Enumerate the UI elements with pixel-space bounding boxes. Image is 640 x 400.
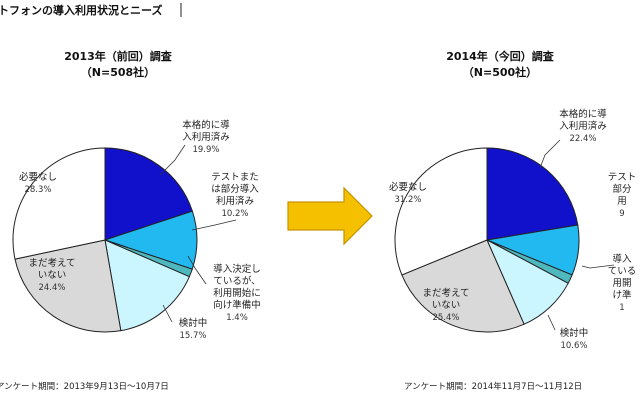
label-2013-partial-line-2: 利用済み (216, 195, 254, 207)
label-2014-full-line-0: 本格的に導 (559, 108, 607, 120)
label-2013-not_thought-line-0: まだ考えて (28, 258, 75, 269)
period-2013: アンケート期間：2013年9月13日〜10月7日 (0, 381, 169, 392)
label-2014-full: 本格的に導入利用済み 22.4% (559, 108, 607, 144)
label-2013-not_thought: まだ考えていない 24.4% (28, 258, 75, 293)
leader-2013-full (159, 144, 186, 176)
pie-2013-slice-full (104, 147, 193, 241)
pie-2014-slice-full (486, 147, 579, 241)
label-2014-not_needed: 必要なし 31.2% (389, 181, 427, 205)
label-2014-partial-line-0: テスト (608, 172, 637, 183)
label-2014-decided: 導入ている用開け準 1 (608, 253, 637, 313)
labels-2014: 本格的に導入利用済み 22.4% テスト部分用 9 導入ている用開け準 1 検討中 10.6%… (389, 108, 636, 351)
chart-2013-subtitle: （N=508社） (81, 65, 155, 79)
label-2014-partial-pct: 9 (619, 209, 624, 219)
label-2014-not_needed-line-0: 必要なし (389, 181, 427, 193)
chart-2013-title: 2013年（前回）調査 (64, 49, 172, 63)
label-2013-decided-pct: 1.4% (226, 313, 248, 323)
label-2014-decided-line-3: け準 (612, 289, 632, 301)
label-2013-partial-line-1: は部分導入 (211, 183, 259, 195)
pie-2013 (12, 147, 198, 333)
label-2014-not_thought-pct: 25.4% (432, 313, 459, 323)
label-2014-decided-line-2: 用開 (612, 278, 631, 289)
pie-2014-slice-not_thought (401, 239, 525, 333)
label-2013-not_needed: 必要なし 28.3% (19, 171, 57, 195)
page-title: トフォンの導入利用状況とニーズ (0, 3, 162, 17)
label-2014-decided-pct: 1 (619, 303, 624, 313)
label-2013-partial-pct: 10.2% (221, 209, 248, 219)
label-2013-not_needed-line-0: 必要なし (19, 171, 57, 183)
period-2014: アンケート期間：2014年11月7日〜11月12日 (404, 381, 582, 392)
label-2013-partial-line-0: テストまた (211, 172, 259, 183)
label-2013-decided-line-2: 利用開始に (213, 287, 261, 299)
label-2014-considering: 検討中 10.6% (560, 327, 589, 351)
label-2014-not_thought-line-1: いない (432, 300, 461, 311)
label-2014-decided-line-0: 導入 (612, 253, 632, 265)
label-2013-decided: 導入決定しているが、利用開始に向け準備中 1.4% (213, 263, 261, 323)
label-2014-considering-pct: 10.6% (560, 341, 587, 351)
leader-2014-full (539, 139, 561, 169)
label-2013-considering-line-0: 検討中 (179, 317, 208, 329)
pie-2013-slice-not_needed (12, 147, 106, 260)
labels-2013: 本格的に導入利用済み 19.9% テストまたは部分導入利用済み 10.2% 導入決定して… (19, 119, 261, 341)
label-2013-not_thought-pct: 24.4% (38, 283, 65, 293)
leader-2014-decided (581, 264, 615, 269)
label-2013-decided-line-0: 導入決定し (213, 263, 261, 275)
leader-2013-partial (191, 219, 237, 231)
pie-2014 (394, 147, 580, 333)
label-2013-decided-line-3: 向け準備中 (213, 299, 261, 311)
pie-2013-slice-not_thought (14, 239, 122, 333)
label-2014-partial: テスト部分用 9 (608, 172, 637, 219)
label-2013-full-line-0: 本格的に導 (182, 119, 230, 131)
label-2013-full-line-1: 入利用済み (182, 131, 230, 143)
label-2013-considering: 検討中 15.7% (179, 317, 208, 341)
label-2014-partial-line-2: 用 (617, 196, 627, 207)
label-2014-full-line-1: 入利用済み (559, 120, 607, 132)
pie-2014-slice-not_needed (394, 147, 488, 276)
label-2013-partial: テストまたは部分導入利用済み 10.2% (211, 172, 259, 219)
label-2013-not_thought-line-1: いない (38, 270, 67, 281)
leader-lines (159, 139, 615, 331)
label-2013-decided-line-1: ているが、 (213, 275, 260, 287)
arrow-right-icon (287, 186, 373, 246)
leader-2014-considering (547, 314, 556, 331)
label-2013-full: 本格的に導入利用済み 19.9% (182, 119, 230, 155)
leader-2013-decided (187, 255, 207, 285)
label-2014-full-pct: 22.4% (569, 134, 596, 144)
label-2013-considering-pct: 15.7% (179, 331, 206, 341)
label-2014-not_needed-pct: 31.2% (394, 195, 421, 205)
label-2014-not_thought: まだ考えていない 25.4% (422, 288, 469, 323)
chart-2014-subtitle: （N=500社） (463, 65, 537, 79)
label-2014-considering-line-0: 検討中 (560, 327, 589, 339)
label-2013-full-pct: 19.9% (192, 145, 219, 155)
label-2013-not_needed-pct: 28.3% (24, 185, 51, 195)
label-2014-partial-line-1: 部分 (612, 183, 632, 195)
pie-2013-slice-considering (104, 239, 191, 332)
chart-2014-title: 2014年（今回）調査 (446, 49, 554, 63)
leader-2013-considering (162, 304, 173, 323)
label-2014-not_thought-line-0: まだ考えて (422, 288, 469, 299)
label-2014-decided-line-1: ている (608, 266, 637, 277)
